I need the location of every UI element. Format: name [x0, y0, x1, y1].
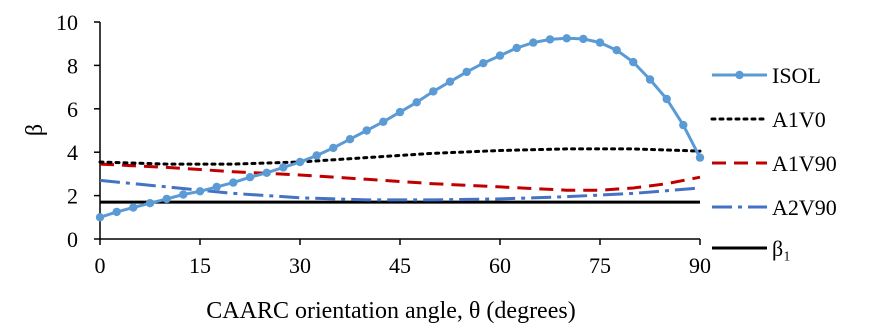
x-tick-label: 0: [95, 253, 106, 278]
data-point: [212, 182, 221, 192]
data-point: [329, 143, 338, 153]
data-point: [662, 94, 671, 104]
legend-label: ISOL: [772, 63, 821, 88]
data-point: [162, 194, 171, 204]
data-point: [95, 213, 105, 222]
legend-item: A1V90: [712, 151, 837, 176]
data-point: [145, 199, 155, 208]
y-tick-label: 4: [67, 140, 78, 165]
y-tick-label: 6: [67, 97, 78, 122]
legend: ISOL A1V0 A1V90 A2V90 β₁: [710, 63, 837, 261]
legend-label: A1V0: [772, 107, 826, 132]
legend-marker: [735, 70, 744, 80]
y-ticks: 0 2 4 6 8 10: [56, 10, 100, 252]
data-point: [612, 46, 621, 55]
data-point: [379, 117, 388, 127]
data-point: [129, 203, 138, 212]
data-point: [595, 38, 605, 47]
data-point: [529, 38, 538, 47]
data-point: [545, 35, 555, 44]
series-a1v0: [98, 147, 702, 166]
data-point: [312, 151, 321, 160]
data-point: [445, 77, 455, 86]
data-point: [462, 67, 471, 77]
data-point: [679, 120, 688, 130]
series-a1v90: [99, 162, 701, 192]
data-point: [112, 207, 121, 217]
y-tick-label: 0: [67, 227, 78, 252]
y-tick-label: 2: [67, 184, 78, 209]
y-tick-label: 8: [67, 53, 78, 78]
data-point: [479, 59, 488, 68]
data-point: [629, 57, 638, 67]
data-point: [695, 153, 705, 162]
data-point: [412, 98, 421, 107]
legend-item: β₁: [712, 236, 791, 261]
x-tick-label: 60: [489, 253, 511, 278]
data-point: [179, 190, 188, 199]
legend-item: A1V0: [710, 107, 826, 132]
data-point: [362, 126, 371, 135]
legend-label: A2V90: [772, 195, 837, 220]
data-point: [262, 168, 271, 177]
data-point: [395, 107, 405, 117]
x-tick-label: 15: [189, 253, 211, 278]
data-point: [195, 187, 205, 196]
legend-item: ISOL: [712, 63, 821, 88]
x-axis-title: CAARC orientation angle, θ (degrees): [206, 298, 575, 324]
plot-series: [95, 34, 705, 222]
x-tick-label: 30: [289, 253, 311, 278]
data-point: [429, 87, 438, 96]
x-tick-label: 75: [589, 253, 611, 278]
data-point: [579, 34, 588, 44]
data-point: [345, 135, 355, 144]
axes: [99, 22, 700, 240]
legend-label: β₁: [772, 236, 791, 261]
x-tick-label: 45: [389, 253, 411, 278]
data-point: [645, 75, 655, 84]
series-line: [99, 162, 701, 192]
data-point: [512, 43, 521, 53]
y-tick-label: 10: [56, 10, 78, 35]
data-point: [562, 34, 571, 43]
data-point: [279, 163, 288, 172]
data-point: [245, 173, 255, 182]
series-isol: [95, 34, 705, 222]
series-line: [98, 147, 702, 166]
x-ticks: 0 15 30 45 60 75 90: [95, 239, 711, 278]
data-point: [495, 51, 505, 60]
data-point: [229, 178, 238, 187]
data-point: [295, 157, 305, 167]
x-tick-label: 90: [689, 253, 711, 278]
legend-item: A2V90: [712, 195, 837, 220]
y-axis-title: β: [22, 124, 48, 136]
legend-label: A1V90: [772, 151, 837, 176]
